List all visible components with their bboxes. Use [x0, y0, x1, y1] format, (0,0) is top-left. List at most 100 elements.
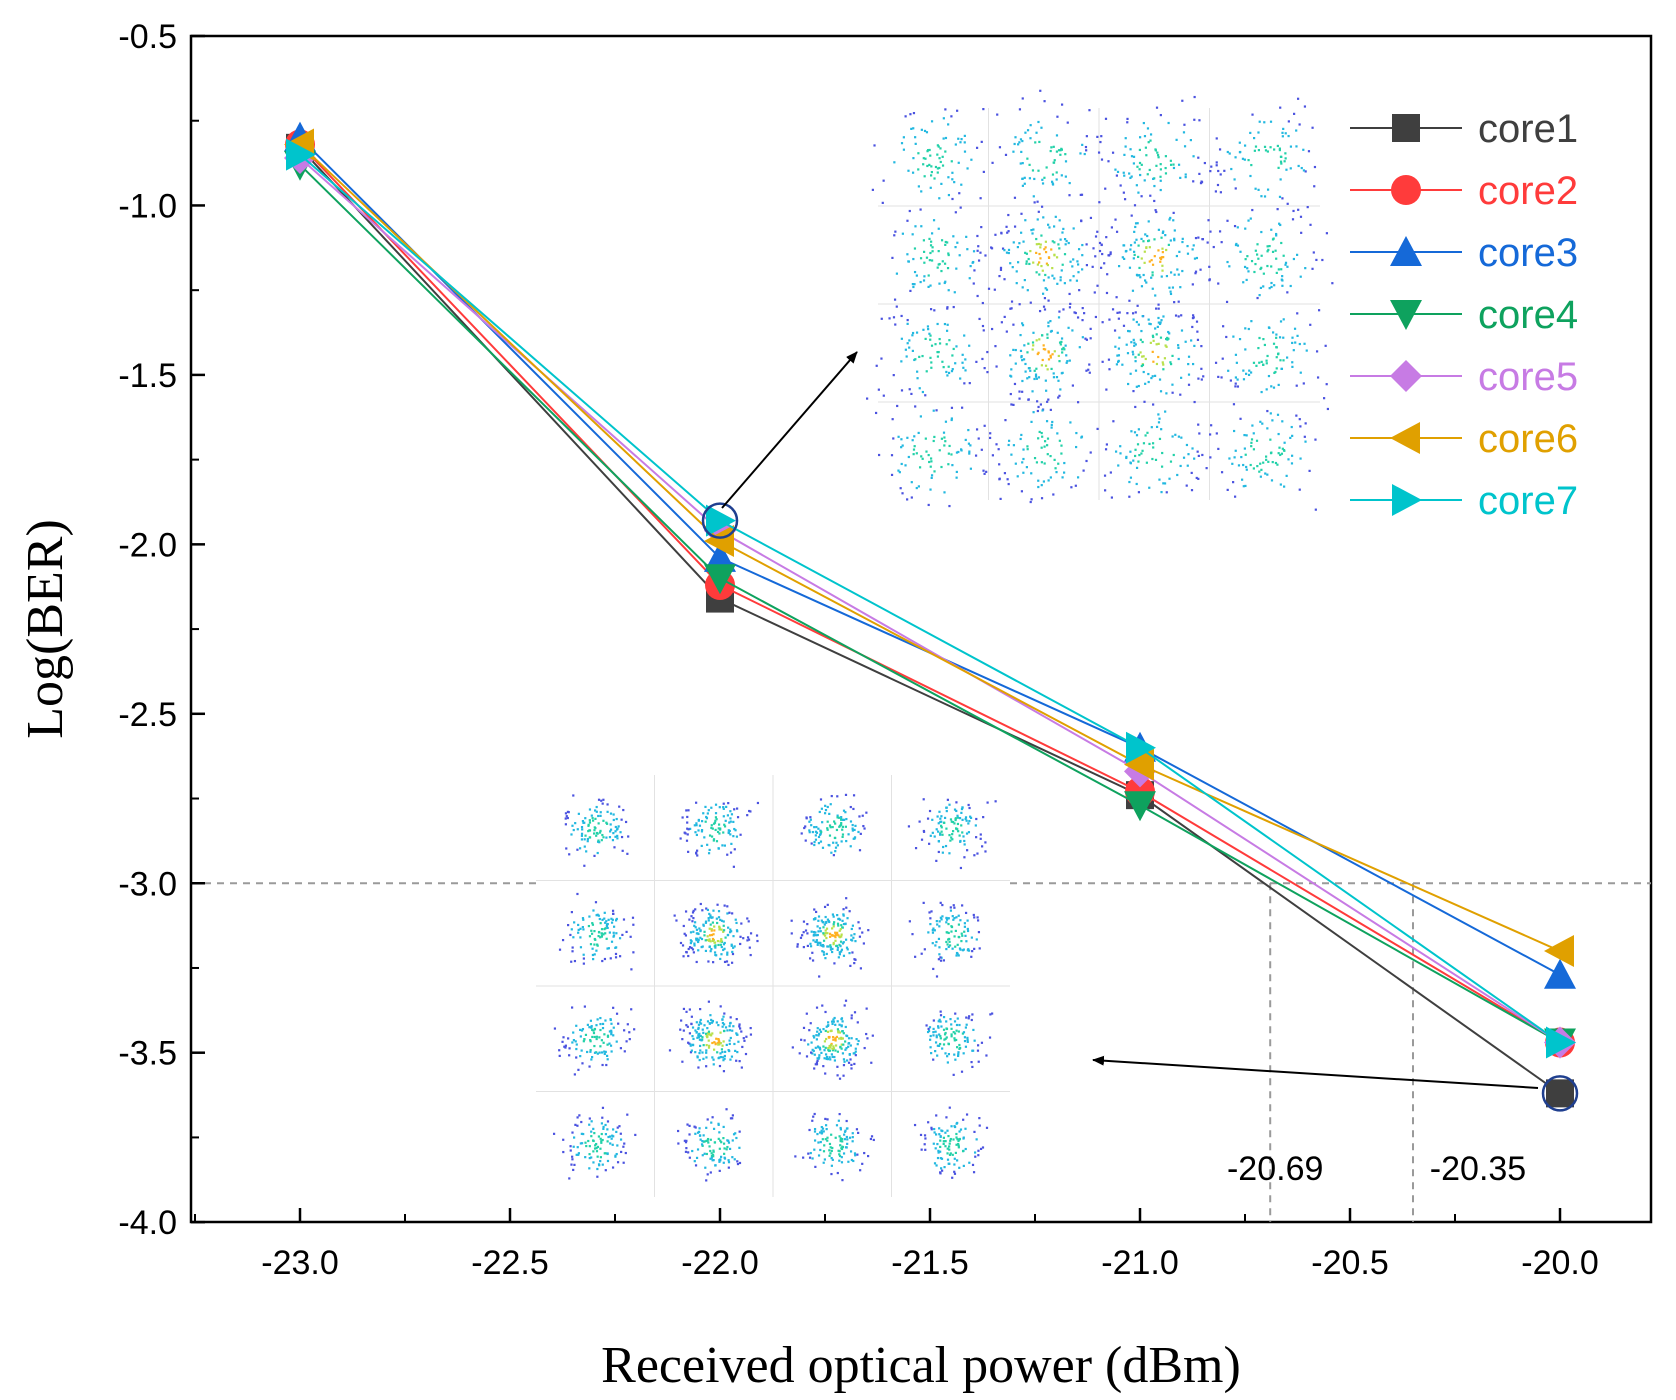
constellation-dot [583, 864, 586, 867]
constellation-dot [1018, 108, 1022, 111]
constellation-dot [1276, 144, 1279, 148]
constellation-dot [915, 274, 918, 277]
constellation-dot [1165, 248, 1168, 252]
constellation-dot [707, 852, 711, 855]
constellation-dot [588, 935, 592, 938]
constellation-dot [1015, 282, 1018, 285]
constellation-dot [955, 476, 958, 479]
constellation-dot [973, 1130, 976, 1134]
constellation-dot [1060, 174, 1063, 177]
constellation-dot [1243, 433, 1246, 437]
constellation-dot [1105, 291, 1109, 295]
constellation-dot [929, 186, 932, 189]
constellation-dot [1292, 257, 1296, 261]
constellation-dot [595, 949, 598, 952]
constellation-dot [591, 816, 594, 820]
constellation-dot [802, 1156, 805, 1159]
constellation-dot [926, 149, 930, 152]
constellation-dot [953, 1125, 956, 1128]
constellation-dot [1233, 456, 1236, 459]
constellation-dot [1266, 354, 1269, 358]
constellation-dot [946, 241, 949, 244]
constellation-dot [1257, 148, 1260, 152]
constellation-dot [920, 952, 923, 955]
constellation-dot [962, 1031, 966, 1034]
constellation-dot [930, 1052, 933, 1055]
constellation-dot [1200, 180, 1203, 183]
constellation-dot [688, 946, 692, 949]
constellation-dot [840, 1017, 844, 1020]
constellation-dot [609, 957, 612, 960]
constellation-dot [588, 1167, 591, 1170]
constellation-inset-upper [866, 89, 1334, 511]
constellation-dot [710, 928, 713, 931]
constellation-dot [963, 1039, 967, 1043]
constellation-dot [972, 1171, 976, 1174]
constellation-dot [1280, 241, 1283, 245]
constellation-dot [1135, 238, 1138, 241]
constellation-dot [1151, 442, 1155, 445]
constellation-dot [726, 1029, 729, 1032]
constellation-dot [1151, 375, 1154, 378]
constellation-dot [1266, 250, 1269, 253]
constellation-dot [1277, 166, 1280, 169]
constellation-dot [969, 816, 973, 820]
constellation-dot [1096, 230, 1099, 233]
constellation-dot [968, 344, 971, 347]
constellation-dot [1275, 333, 1278, 336]
constellation-dot [1254, 187, 1257, 190]
constellation-dot [600, 839, 603, 842]
constellation-dot [1215, 161, 1218, 164]
constellation-dot [942, 821, 946, 824]
constellation-dot [810, 930, 813, 933]
constellation-dot [691, 1026, 695, 1029]
constellation-dot [819, 944, 822, 947]
constellation-dot [1281, 197, 1284, 200]
constellation-dot [964, 358, 967, 361]
constellation-dot [1177, 357, 1180, 361]
constellation-dot [712, 961, 715, 964]
constellation-dot [975, 836, 978, 839]
constellation-dot [593, 854, 596, 857]
constellation-dot [1064, 153, 1067, 156]
constellation-dot [811, 1048, 814, 1051]
constellation-dot [1191, 248, 1194, 251]
constellation-dot [1150, 376, 1153, 380]
constellation-dot [708, 945, 711, 949]
constellation-dot [1031, 341, 1035, 344]
constellation-dot [1151, 350, 1154, 353]
constellation-dot [962, 835, 965, 838]
constellation-dot [972, 913, 975, 917]
constellation-dot [1064, 175, 1067, 178]
constellation-dot [1020, 212, 1023, 215]
constellation-dot [1243, 144, 1247, 147]
constellation-dot [756, 939, 759, 943]
constellation-dot [719, 827, 722, 830]
constellation-dot [710, 948, 713, 951]
constellation-dot [935, 940, 938, 944]
constellation-dot [939, 1037, 942, 1040]
constellation-dot [935, 975, 939, 978]
constellation-dot [978, 947, 981, 950]
constellation-dot [1162, 230, 1165, 233]
constellation-dot [1247, 270, 1250, 273]
constellation-dot [1110, 496, 1113, 499]
constellation-dot [961, 353, 964, 356]
constellation-dot [866, 397, 869, 400]
constellation-dot [809, 816, 812, 819]
constellation-dot [934, 165, 938, 169]
constellation-dot [983, 367, 986, 370]
constellation-dot [1275, 367, 1278, 370]
constellation-dot [673, 914, 676, 917]
constellation-dot [955, 1029, 958, 1032]
constellation-dot [593, 943, 596, 946]
constellation-dot [915, 486, 918, 490]
constellation-dot [1173, 237, 1176, 240]
constellation-dot [954, 945, 957, 948]
constellation-dot [601, 1026, 605, 1030]
constellation-dot [710, 824, 713, 827]
constellation-dot [913, 247, 917, 250]
constellation-dot [1167, 337, 1170, 340]
constellation-dot [1166, 336, 1169, 340]
constellation-dot [881, 201, 884, 204]
